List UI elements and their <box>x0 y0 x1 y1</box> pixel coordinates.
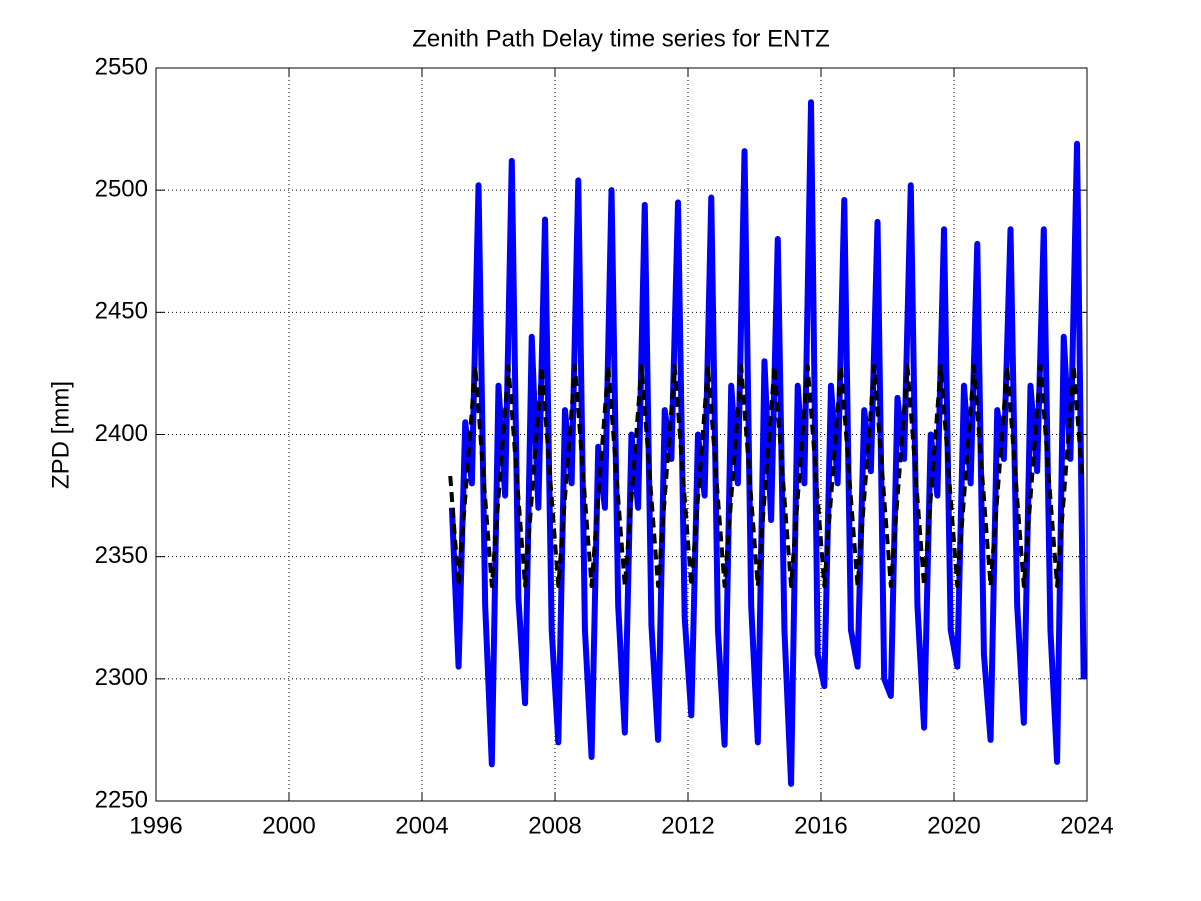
plot-frame <box>155 67 1088 802</box>
x-tick-label: 2000 <box>262 812 315 839</box>
x-tick-label: 2004 <box>395 812 448 839</box>
x-tick-label: 2020 <box>927 812 980 839</box>
x-tick-label: 2016 <box>794 812 847 839</box>
y-tick-label: 2500 <box>95 176 148 203</box>
chart-title: Zenith Path Delay time series for ENTZ <box>412 25 829 52</box>
y-tick-label: 2450 <box>95 298 148 325</box>
y-tick-label: 2400 <box>95 420 148 447</box>
x-tick-label: 2012 <box>661 812 714 839</box>
x-tick-label: 1996 <box>129 812 182 839</box>
x-tick-label: 2008 <box>528 812 581 839</box>
data-line <box>448 364 1085 588</box>
y-tick-label: 2250 <box>95 786 148 813</box>
x-tick-label: 2024 <box>1060 812 1113 839</box>
y-tick-label: 2300 <box>95 664 148 691</box>
y-tick-label: 2350 <box>95 542 148 569</box>
y-axis-label: ZPD [mm] <box>47 381 74 489</box>
y-tick-label: 2550 <box>95 53 148 80</box>
